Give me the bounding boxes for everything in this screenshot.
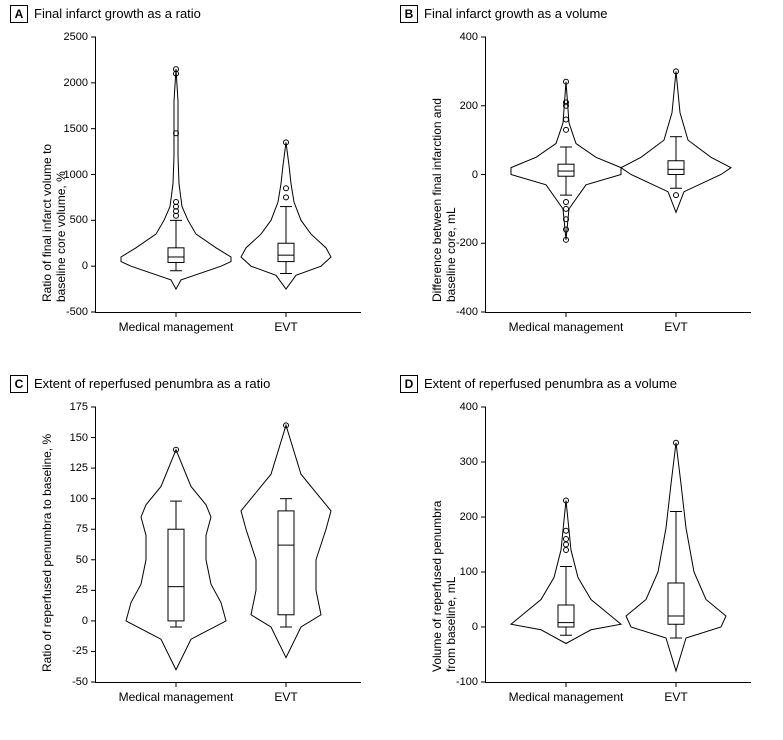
panel-title: Final infarct growth as a volume <box>424 6 608 22</box>
plot-area: -50-250255075100125150175Medical managem… <box>95 407 361 683</box>
outlier <box>564 537 569 542</box>
box <box>278 511 294 615</box>
panel-letter: B <box>400 5 418 23</box>
box <box>278 243 294 261</box>
outlier <box>564 227 569 232</box>
category-label: EVT <box>221 690 351 704</box>
ytick-label: 25 <box>48 584 88 596</box>
ytick-label: 75 <box>48 523 88 535</box>
outlier <box>564 117 569 122</box>
outlier <box>284 195 289 200</box>
outlier <box>564 200 569 205</box>
panel-b: B Final infarct growth as a volume -400-20… <box>400 5 770 350</box>
panel-letter: C <box>10 375 28 393</box>
outlier <box>674 193 679 198</box>
box <box>558 605 574 627</box>
outlier <box>564 206 569 211</box>
panel-label: A Final infarct growth as a ratio <box>10 5 201 23</box>
box <box>168 248 184 263</box>
outlier <box>564 548 569 553</box>
panel-title: Final infarct growth as a ratio <box>34 6 201 22</box>
box <box>558 164 574 176</box>
category-label: EVT <box>611 320 741 334</box>
outlier <box>564 528 569 533</box>
chart-svg <box>96 407 361 684</box>
plot-area: -50005001000150020002500Medical manageme… <box>95 37 361 313</box>
box <box>668 161 684 175</box>
ytick-label: 2000 <box>48 77 88 89</box>
panel-title: Extent of reperfused penumbra as a volum… <box>424 376 677 392</box>
ytick-label: -100 <box>438 676 478 688</box>
panel-a: A Final infarct growth as a ratio -5000500… <box>10 5 380 350</box>
ytick-label: -25 <box>48 645 88 657</box>
chart-svg <box>486 407 751 684</box>
panel-letter: D <box>400 375 418 393</box>
panel-letter: A <box>10 5 28 23</box>
y-axis-label: Difference between final infarction andb… <box>430 98 458 302</box>
outlier <box>284 186 289 191</box>
ytick-label: 150 <box>48 432 88 444</box>
y-axis-label: Volume of reperfused penumbrafrom baseli… <box>430 501 458 672</box>
panel-label: D Extent of reperfused penumbra as a volu… <box>400 375 677 393</box>
plot-area: -400-2000200400Medical managementEVT <box>485 37 751 313</box>
ytick-label: 2500 <box>48 31 88 43</box>
ytick-label: 300 <box>438 456 478 468</box>
chart-svg <box>486 37 751 314</box>
plot-area: -1000100200300400Medical managementEVT <box>485 407 751 683</box>
ytick-label: 1500 <box>48 123 88 135</box>
panel-label: C Extent of reperfused penumbra as a rati… <box>10 375 270 393</box>
panel-c: C Extent of reperfused penumbra as a rati… <box>10 375 380 720</box>
y-axis-label: Ratio of final infarct volume tobaseline… <box>40 144 68 302</box>
box <box>168 529 184 621</box>
panel-title: Extent of reperfused penumbra as a ratio <box>34 376 270 392</box>
ytick-label: 0 <box>48 615 88 627</box>
outlier <box>564 127 569 132</box>
category-label: EVT <box>611 690 741 704</box>
chart-svg <box>96 37 361 314</box>
ytick-label: 125 <box>48 462 88 474</box>
ytick-label: 50 <box>48 554 88 566</box>
ytick-label: 400 <box>438 31 478 43</box>
ytick-label: -500 <box>48 306 88 318</box>
category-label: EVT <box>221 320 351 334</box>
box <box>668 583 684 624</box>
y-axis-label: Ratio of reperfused penumbra to baseline… <box>40 434 54 672</box>
panel-label: B Final infarct growth as a volume <box>400 5 608 23</box>
ytick-label: 175 <box>48 401 88 413</box>
ytick-label: -50 <box>48 676 88 688</box>
ytick-label: 100 <box>48 493 88 505</box>
ytick-label: -400 <box>438 306 478 318</box>
panel-d: D Extent of reperfused penumbra as a volu… <box>400 375 770 720</box>
outlier <box>564 542 569 547</box>
ytick-label: 400 <box>438 401 478 413</box>
